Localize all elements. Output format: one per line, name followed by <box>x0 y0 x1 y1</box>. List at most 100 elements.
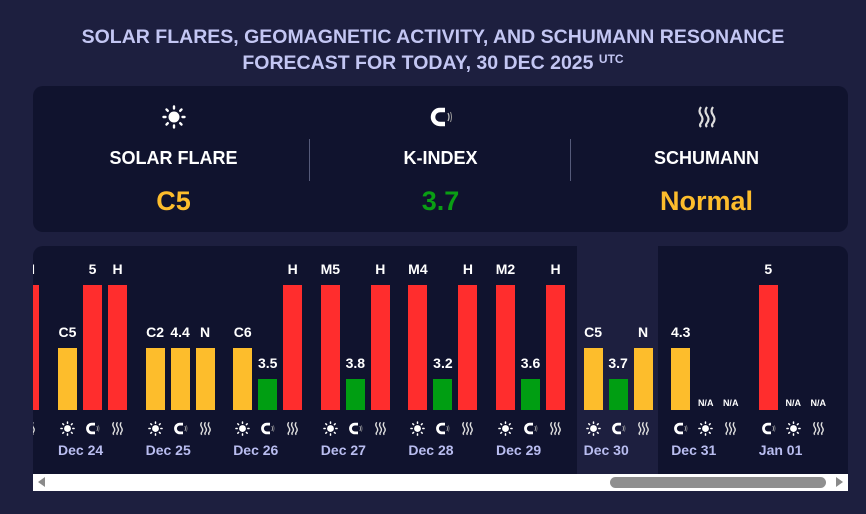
bar-value-label: N/A <box>785 398 802 408</box>
bar-magnet <box>83 285 102 410</box>
bar-value-label: 5 <box>88 261 97 277</box>
sun-icon <box>496 420 515 436</box>
bar-value-label: N/A <box>697 398 714 408</box>
bar-value-label: 4.3 <box>670 324 691 340</box>
divider <box>309 139 310 181</box>
bar-waves <box>458 285 478 410</box>
bar-waves <box>33 285 40 410</box>
sun-icon <box>233 420 252 436</box>
bar-value-label: 4.4 <box>170 324 190 340</box>
bar-value-label: N <box>200 324 211 340</box>
bar-waves <box>546 285 565 410</box>
day-date-label: Dec 24 <box>58 442 104 458</box>
bar-value-label: 3.6 <box>520 355 541 371</box>
bar-waves <box>108 285 127 410</box>
bar-sun <box>496 285 515 410</box>
day-date-label: Dec 27 <box>320 442 366 458</box>
waves-icon <box>809 420 828 436</box>
bar-magnet <box>170 348 190 410</box>
day-date-label: Dec 29 <box>496 442 542 458</box>
divider <box>570 139 571 181</box>
sun-icon <box>58 420 77 436</box>
bar-magnet <box>671 348 691 410</box>
bar-magnet <box>758 285 778 410</box>
sun-icon <box>784 420 803 436</box>
bar-value-label: 3.5 <box>257 355 278 371</box>
bar-waves <box>283 285 303 410</box>
bar-magnet <box>608 379 628 410</box>
page-title: SOLAR FLARES, GEOMAGNETIC ACTIVITY, AND … <box>0 24 866 76</box>
magnet-icon <box>609 420 628 436</box>
summary-k-index: K-INDEX 3.7 <box>305 86 576 232</box>
waves-icon <box>458 420 477 436</box>
timezone-label: UTC <box>598 52 624 66</box>
bar-value-label: 3.7 <box>608 355 628 371</box>
magnet-icon <box>346 420 365 436</box>
sun-icon <box>696 420 715 436</box>
bar-magnet <box>258 379 278 410</box>
bar-value-label: N/A <box>810 398 827 408</box>
bar-value-label: 5 <box>764 261 773 277</box>
summary-value: Normal <box>659 186 754 216</box>
summary-solar-flare: SOLAR FLARE C5 <box>38 86 309 232</box>
bar-value-label: H <box>375 261 386 277</box>
day-date-label: Dec 31 <box>671 442 717 458</box>
bar-sun <box>145 348 165 410</box>
horizontal-scrollbar[interactable] <box>33 474 848 491</box>
magnet-icon <box>171 420 190 436</box>
summary-value: C5 <box>156 186 191 216</box>
waves-icon <box>721 420 740 436</box>
day-date-label: Dec 26 <box>233 442 279 458</box>
scroll-right-arrow-icon[interactable] <box>836 477 843 487</box>
bar-sun <box>233 348 253 410</box>
magnet-icon <box>521 420 540 436</box>
scrollbar-thumb[interactable] <box>610 477 826 488</box>
bar-value-label: N <box>638 324 649 340</box>
magnet-icon <box>433 420 452 436</box>
waves-icon <box>108 420 127 436</box>
bar-value-label: M5 <box>320 261 341 277</box>
waves-icon <box>546 420 565 436</box>
waves-icon <box>33 420 39 436</box>
title-line-2: FORECAST FOR TODAY, 30 DEC 2025 UTC <box>242 52 624 74</box>
sun-icon <box>38 104 309 130</box>
bar-waves <box>370 285 390 410</box>
scroll-left-arrow-icon[interactable] <box>38 477 45 487</box>
bar-sun <box>583 348 603 410</box>
bar-sun <box>58 348 77 410</box>
bar-value-label: H <box>550 261 561 277</box>
bar-value-label: C5 <box>58 324 77 340</box>
waves-icon <box>283 420 302 436</box>
bar-sun <box>320 285 340 410</box>
title-line-1: SOLAR FLARES, GEOMAGNETIC ACTIVITY, AND … <box>81 26 785 48</box>
day-date-label: Dec 30 <box>583 442 629 458</box>
bar-magnet <box>345 379 365 410</box>
magnet-icon <box>305 104 576 130</box>
waves-icon <box>196 420 215 436</box>
day-date-label: Dec 28 <box>408 442 454 458</box>
bar-value-label: H <box>462 261 473 277</box>
sun-icon <box>321 420 340 436</box>
waves-icon <box>371 420 390 436</box>
magnet-icon <box>671 420 690 436</box>
bar-value-label: 3.2 <box>433 355 453 371</box>
bar-value-label: H <box>287 261 298 277</box>
waves-icon <box>571 104 842 130</box>
bar-value-label: H <box>112 261 123 277</box>
summary-label: K-INDEX <box>403 148 478 168</box>
bar-waves <box>195 348 215 410</box>
bar-value-label: H <box>33 261 50 277</box>
bar-value-label: N/A <box>722 398 739 408</box>
day-date-label: Dec 25 <box>145 442 191 458</box>
today-summary-card: SOLAR FLARE C5 K-INDEX 3.7 SCHUMANN Norm… <box>33 86 848 232</box>
summary-label: SCHUMANN <box>654 148 759 168</box>
bar-value-label: C5 <box>584 324 603 340</box>
magnet-icon <box>759 420 778 436</box>
bar-value-label: 3.8 <box>345 355 366 371</box>
magnet-icon <box>258 420 277 436</box>
bar-sun <box>408 285 428 410</box>
bar-magnet <box>433 379 453 410</box>
bar-value-label: C2 <box>146 324 165 340</box>
summary-label: SOLAR FLARE <box>109 148 238 168</box>
